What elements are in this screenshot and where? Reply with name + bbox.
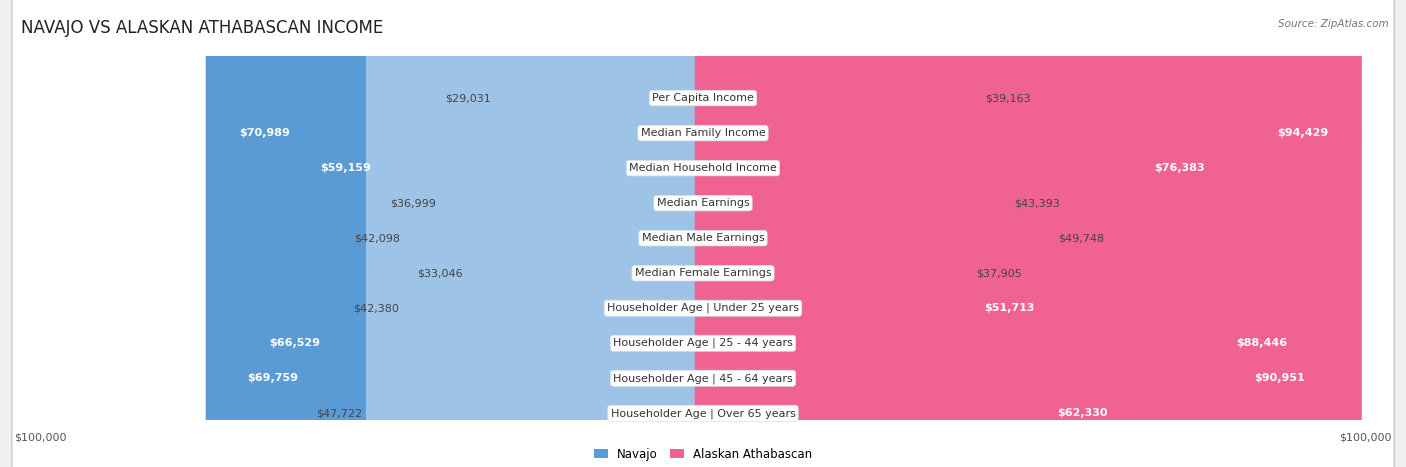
Text: $62,330: $62,330 bbox=[1057, 408, 1108, 418]
FancyBboxPatch shape bbox=[13, 0, 1393, 467]
FancyBboxPatch shape bbox=[695, 0, 1237, 467]
FancyBboxPatch shape bbox=[695, 0, 1362, 467]
FancyBboxPatch shape bbox=[695, 0, 981, 467]
Text: $42,380: $42,380 bbox=[353, 303, 399, 313]
FancyBboxPatch shape bbox=[695, 0, 1140, 467]
FancyBboxPatch shape bbox=[13, 0, 1393, 467]
Text: Median Earnings: Median Earnings bbox=[657, 198, 749, 208]
FancyBboxPatch shape bbox=[695, 0, 1339, 467]
FancyBboxPatch shape bbox=[13, 0, 1393, 467]
FancyBboxPatch shape bbox=[366, 0, 711, 467]
Text: Median Household Income: Median Household Income bbox=[628, 163, 778, 173]
Text: $36,999: $36,999 bbox=[389, 198, 436, 208]
Text: $100,000: $100,000 bbox=[1340, 432, 1392, 443]
FancyBboxPatch shape bbox=[695, 0, 1067, 467]
FancyBboxPatch shape bbox=[13, 0, 1393, 467]
Text: $90,951: $90,951 bbox=[1254, 373, 1305, 383]
Text: Source: ZipAtlas.com: Source: ZipAtlas.com bbox=[1278, 19, 1389, 28]
Text: $37,905: $37,905 bbox=[977, 268, 1022, 278]
FancyBboxPatch shape bbox=[13, 0, 1393, 467]
FancyBboxPatch shape bbox=[695, 0, 1011, 467]
Text: NAVAJO VS ALASKAN ATHABASCAN INCOME: NAVAJO VS ALASKAN ATHABASCAN INCOME bbox=[21, 19, 384, 37]
Text: $76,383: $76,383 bbox=[1154, 163, 1205, 173]
FancyBboxPatch shape bbox=[13, 0, 1393, 467]
FancyBboxPatch shape bbox=[214, 0, 711, 467]
Text: Per Capita Income: Per Capita Income bbox=[652, 93, 754, 103]
Text: $94,429: $94,429 bbox=[1278, 128, 1329, 138]
Text: $88,446: $88,446 bbox=[1236, 338, 1288, 348]
Text: $100,000: $100,000 bbox=[14, 432, 66, 443]
Text: $69,759: $69,759 bbox=[247, 373, 298, 383]
Text: $59,159: $59,159 bbox=[321, 163, 371, 173]
FancyBboxPatch shape bbox=[695, 0, 1320, 467]
FancyBboxPatch shape bbox=[402, 0, 711, 467]
Text: $43,393: $43,393 bbox=[1014, 198, 1060, 208]
FancyBboxPatch shape bbox=[13, 0, 1393, 467]
Text: $66,529: $66,529 bbox=[270, 338, 321, 348]
Text: $47,722: $47,722 bbox=[316, 408, 361, 418]
Text: Householder Age | Over 65 years: Householder Age | Over 65 years bbox=[610, 408, 796, 418]
Text: $42,098: $42,098 bbox=[354, 233, 401, 243]
Text: Median Male Earnings: Median Male Earnings bbox=[641, 233, 765, 243]
FancyBboxPatch shape bbox=[13, 0, 1393, 467]
FancyBboxPatch shape bbox=[440, 0, 711, 467]
FancyBboxPatch shape bbox=[467, 0, 711, 467]
Text: Median Female Earnings: Median Female Earnings bbox=[634, 268, 772, 278]
Text: $70,989: $70,989 bbox=[239, 128, 290, 138]
Text: $33,046: $33,046 bbox=[418, 268, 463, 278]
FancyBboxPatch shape bbox=[236, 0, 711, 467]
FancyBboxPatch shape bbox=[287, 0, 711, 467]
FancyBboxPatch shape bbox=[13, 0, 1393, 467]
Text: Householder Age | 25 - 44 years: Householder Age | 25 - 44 years bbox=[613, 338, 793, 348]
FancyBboxPatch shape bbox=[695, 0, 973, 467]
Legend: Navajo, Alaskan Athabascan: Navajo, Alaskan Athabascan bbox=[589, 443, 817, 466]
Text: Householder Age | 45 - 64 years: Householder Age | 45 - 64 years bbox=[613, 373, 793, 383]
Text: $49,748: $49,748 bbox=[1059, 233, 1104, 243]
FancyBboxPatch shape bbox=[13, 0, 1393, 467]
Text: $29,031: $29,031 bbox=[444, 93, 491, 103]
Text: Median Family Income: Median Family Income bbox=[641, 128, 765, 138]
FancyBboxPatch shape bbox=[205, 0, 711, 467]
FancyBboxPatch shape bbox=[405, 0, 711, 467]
FancyBboxPatch shape bbox=[695, 0, 1054, 467]
Text: Householder Age | Under 25 years: Householder Age | Under 25 years bbox=[607, 303, 799, 313]
Text: $51,713: $51,713 bbox=[984, 303, 1035, 313]
Text: $39,163: $39,163 bbox=[986, 93, 1031, 103]
FancyBboxPatch shape bbox=[495, 0, 711, 467]
